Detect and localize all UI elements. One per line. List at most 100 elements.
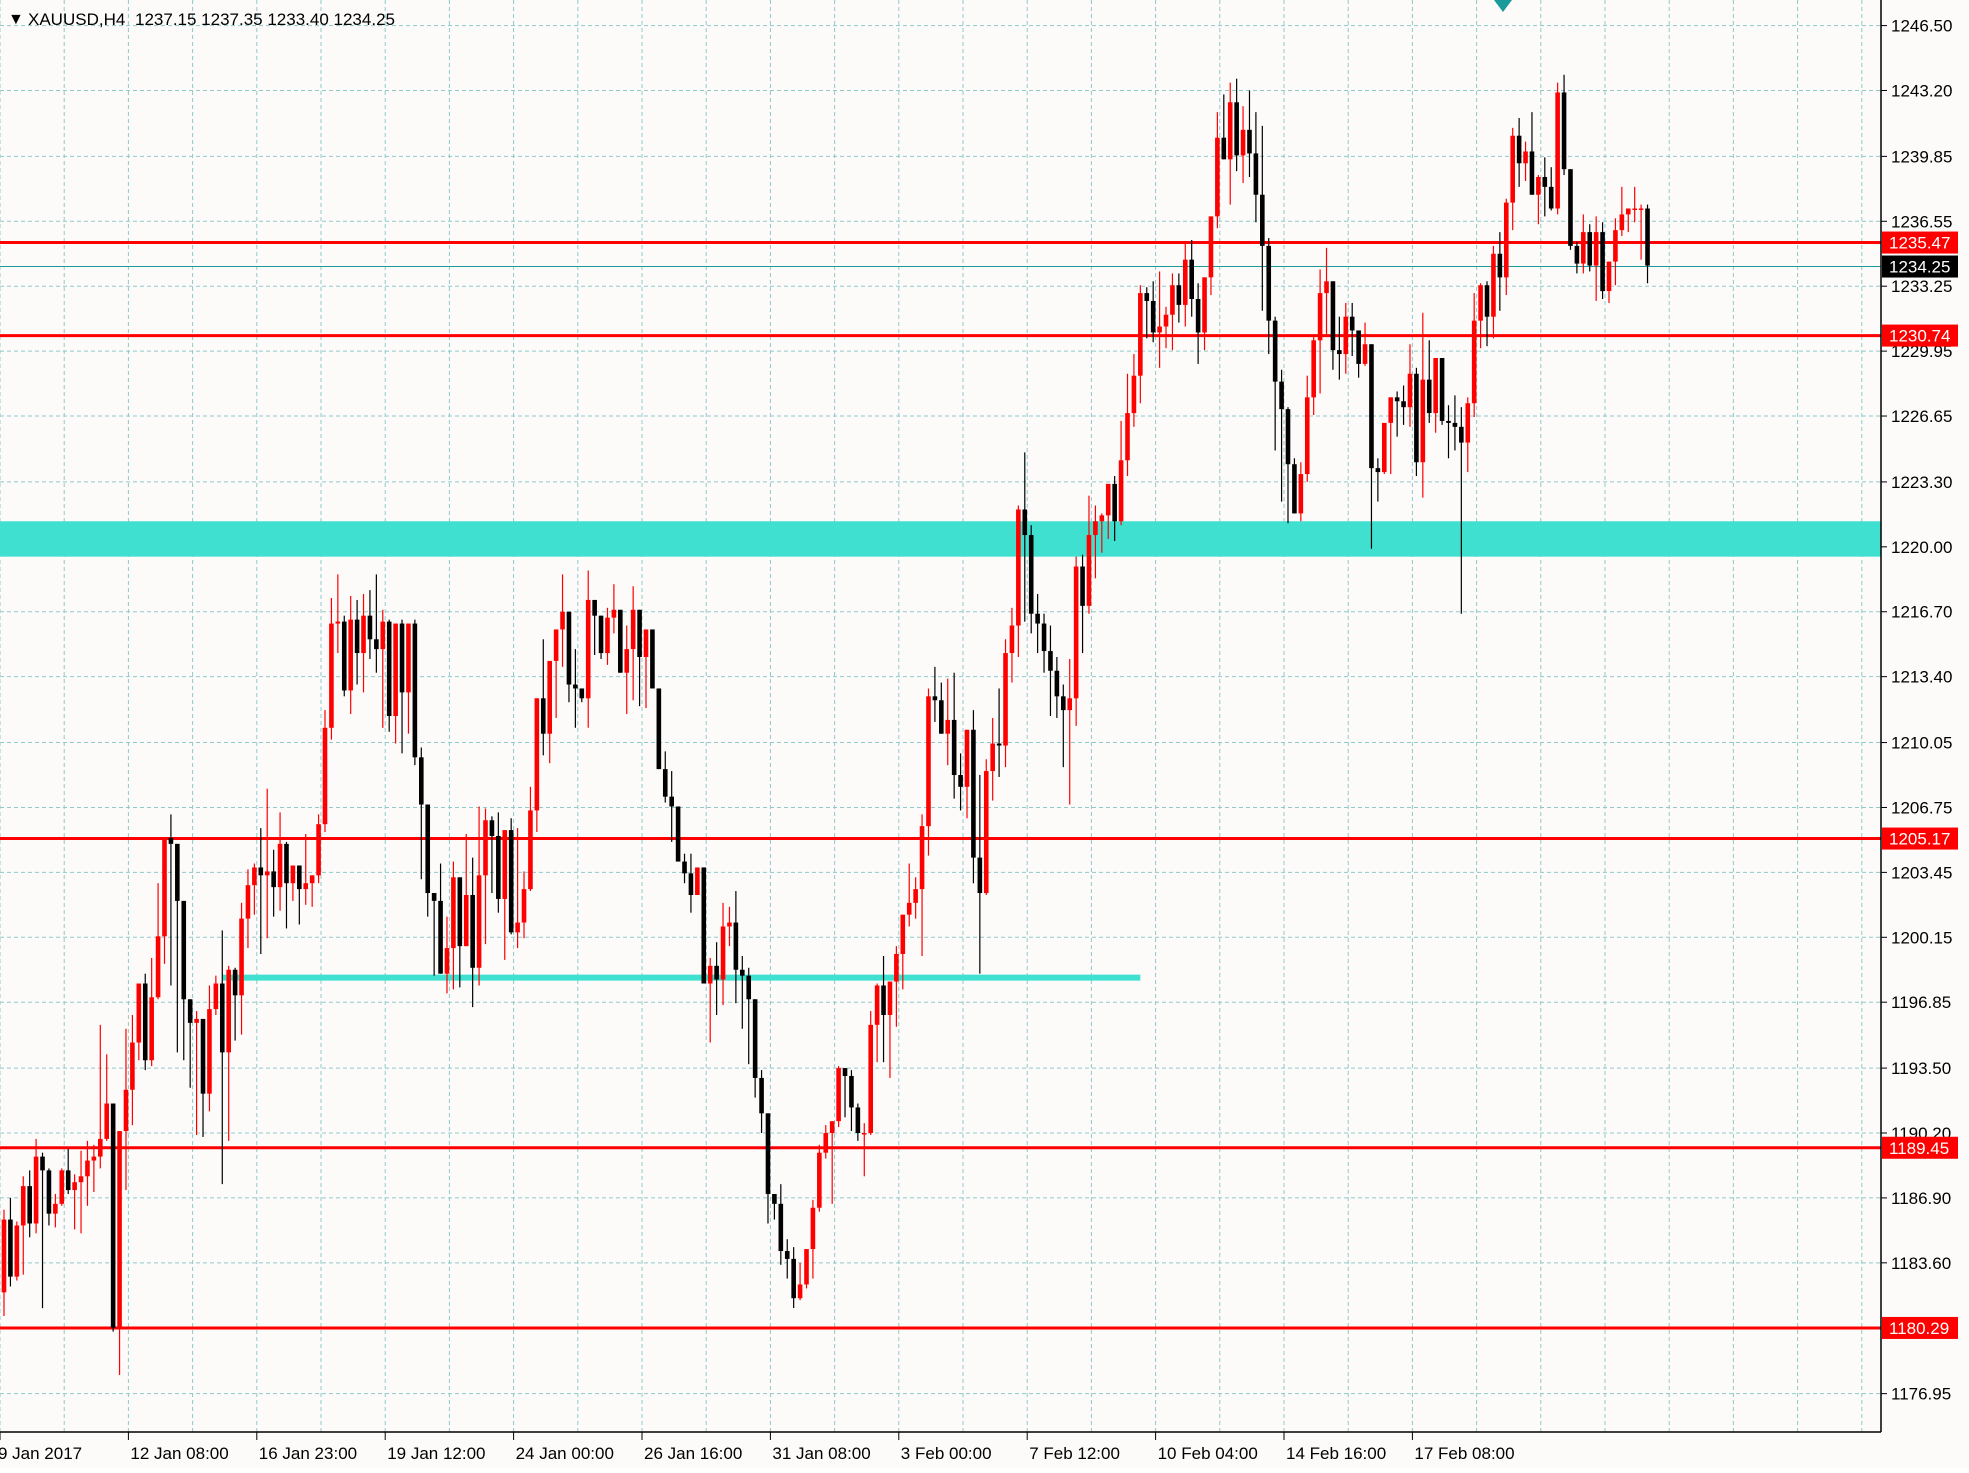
candle-body (791, 1258, 796, 1299)
candle-body (59, 1170, 65, 1204)
candle-body (20, 1186, 26, 1226)
candle-body (521, 889, 527, 923)
candle-body (142, 983, 148, 1061)
level-price-label: 1189.45 (1889, 1139, 1949, 1158)
candle-body (1311, 340, 1316, 398)
candle-body (1439, 358, 1445, 421)
candle-body (1536, 177, 1541, 195)
candle-body (1600, 232, 1605, 292)
price-tick-label: 1210.05 (1891, 734, 1952, 753)
candle-body (656, 688, 662, 770)
candle-body (1478, 285, 1483, 321)
candle-body (1446, 420, 1451, 423)
candle-body (540, 698, 546, 734)
candle-body (868, 1024, 873, 1134)
level-price-tag (1882, 1136, 1958, 1159)
candle-body (149, 997, 154, 1061)
level-price-label: 1180.29 (1889, 1319, 1949, 1338)
candle-body (316, 824, 321, 876)
candle-body (1022, 509, 1028, 536)
price-tick-label: 1176.95 (1891, 1385, 1951, 1404)
candle-body (900, 914, 906, 955)
candle-body (1343, 316, 1349, 355)
candle-body (913, 889, 918, 903)
candle-body (271, 871, 276, 888)
candle-body (874, 985, 880, 1025)
candle-body (1459, 426, 1464, 443)
level-price-label: 1235.47 (1889, 234, 1950, 253)
candle-body (1170, 285, 1175, 315)
candle-body (1619, 214, 1625, 231)
candle-body (1003, 653, 1008, 746)
candle-body (329, 623, 334, 728)
candle-body (1587, 232, 1593, 266)
candle-body (1625, 208, 1631, 215)
candle-body (977, 857, 983, 894)
candle-body (1542, 177, 1548, 187)
candle-body (1581, 232, 1586, 264)
candle-body (1157, 326, 1162, 333)
candle-body (849, 1075, 854, 1108)
candle-body (200, 1018, 206, 1094)
candle-body (85, 1160, 90, 1177)
level-price-tag (1882, 231, 1958, 254)
candle-body (688, 873, 694, 895)
candle-body (451, 877, 456, 949)
candle-body (335, 621, 341, 624)
candle-body (1247, 129, 1252, 154)
time-tick-label: 3 Feb 00:00 (901, 1444, 992, 1463)
candle-body (951, 719, 957, 776)
candle-body (53, 1203, 58, 1214)
candle-body (579, 688, 585, 699)
price-tick-label: 1206.75 (1891, 798, 1952, 817)
candle-body (1131, 375, 1137, 414)
candle-body (290, 865, 296, 884)
candle-body (1189, 259, 1194, 299)
price-tick-label: 1203.45 (1891, 863, 1952, 882)
candle-body (906, 902, 912, 915)
candle-body (1195, 298, 1201, 333)
candle-body (1086, 535, 1092, 606)
candle-body (1048, 651, 1053, 671)
candle-body (425, 804, 431, 894)
candle-body (1138, 293, 1143, 376)
time-tick-label: 17 Feb 08:00 (1414, 1444, 1514, 1463)
candle-body (1182, 259, 1188, 305)
time-tick-label: 31 Jan 08:00 (772, 1444, 870, 1463)
candle-body (682, 861, 687, 874)
candle-body (810, 1207, 816, 1250)
candle-body (939, 700, 944, 734)
candle-body (958, 775, 963, 787)
candle-body (264, 871, 270, 876)
candle-body (996, 743, 1002, 746)
candle-body (1260, 194, 1265, 246)
candle-body (1632, 208, 1637, 211)
level-price-tag (1882, 324, 1958, 347)
candle-body (746, 975, 752, 1000)
dropdown-triangle-icon[interactable]: ▼ (8, 11, 24, 28)
candle-body (611, 609, 617, 618)
candle-body (1292, 464, 1297, 514)
candle-body (27, 1186, 32, 1224)
price-tick-label: 1226.65 (1891, 407, 1952, 426)
candle-body (297, 865, 302, 890)
candle-body (1433, 358, 1438, 414)
candle-body (14, 1225, 20, 1277)
candle-body (630, 609, 636, 650)
candle-body (1150, 300, 1156, 333)
candle-body (1356, 330, 1361, 364)
candle-body (566, 611, 572, 685)
candle-body (759, 1077, 764, 1114)
candle-body (354, 619, 360, 654)
candle-body (964, 729, 970, 787)
candle-body (431, 893, 437, 901)
candle-body (489, 820, 495, 836)
candle-body (463, 895, 469, 947)
candle-body (245, 885, 251, 919)
candle-body (842, 1068, 848, 1076)
candle-body (797, 1284, 803, 1299)
object-marker-icon (1494, 0, 1512, 12)
candle-body (1112, 483, 1117, 522)
